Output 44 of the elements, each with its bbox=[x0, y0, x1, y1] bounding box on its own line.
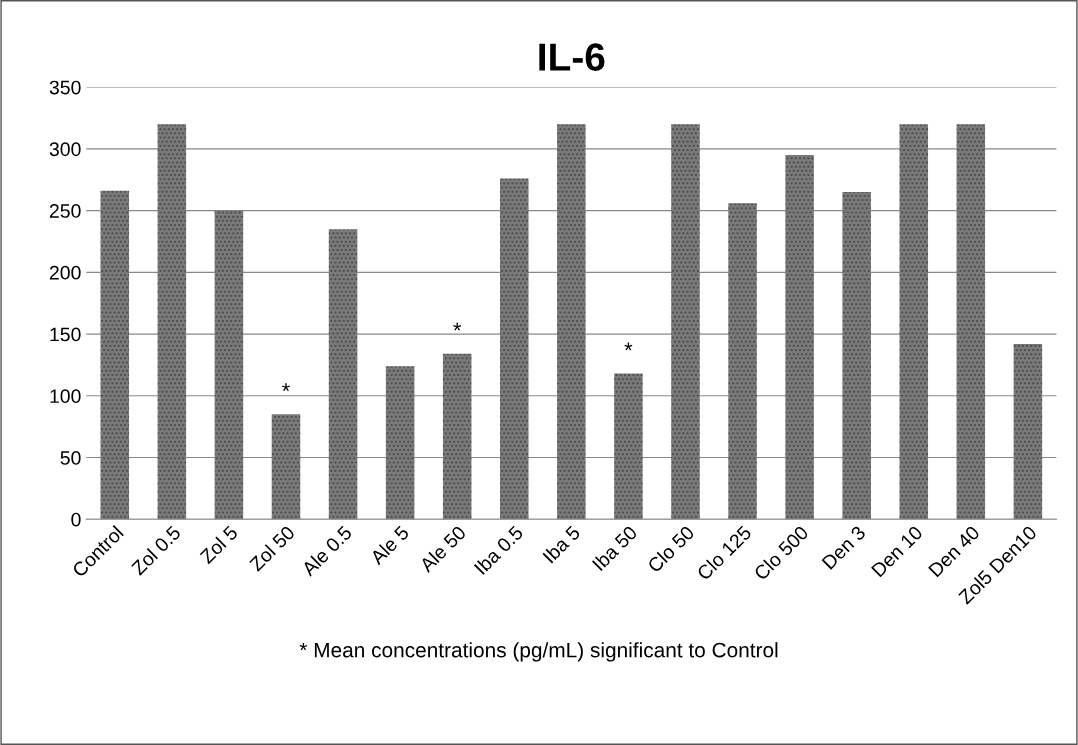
chart-title: IL-6 bbox=[539, 43, 605, 71]
x-tick-label: Iba 50 bbox=[591, 524, 638, 572]
y-tick-label: 100 bbox=[50, 389, 81, 404]
x-tick-label: Clo 125 bbox=[695, 524, 753, 581]
x-tick-label: Iba 0.5 bbox=[473, 524, 524, 575]
bar bbox=[1013, 343, 1043, 520]
annotation: * bbox=[453, 322, 462, 331]
annotation: * bbox=[282, 383, 290, 392]
bar bbox=[157, 124, 187, 520]
x-tick-label: Zol 0.5 bbox=[130, 524, 182, 576]
bar bbox=[614, 373, 643, 520]
bar bbox=[271, 414, 301, 520]
bar bbox=[500, 178, 529, 520]
x-tick-label: Iba 5 bbox=[542, 524, 581, 564]
bar bbox=[442, 353, 472, 520]
x-tick-label: Ale 5 bbox=[368, 524, 410, 566]
bar bbox=[100, 190, 130, 520]
x-tick-label: Den 3 bbox=[821, 525, 867, 570]
bar bbox=[785, 155, 814, 520]
y-tick-label: 250 bbox=[49, 204, 81, 218]
x-tick-label: Den 10 bbox=[870, 525, 924, 578]
x-tick-label: Ale 0.5 bbox=[300, 524, 353, 577]
bar bbox=[557, 124, 586, 520]
bar bbox=[728, 203, 757, 520]
x-tick-label: Ale 50 bbox=[418, 524, 467, 574]
y-tick-label: 300 bbox=[49, 142, 81, 157]
y-tick-label: 350 bbox=[49, 80, 81, 95]
x-tick-label: Zol 50 bbox=[248, 524, 296, 572]
y-tick-label: 150 bbox=[50, 327, 81, 342]
bar bbox=[671, 124, 700, 520]
x-tick-label: Clo 500 bbox=[752, 524, 810, 581]
x-tick-label: Clo 50 bbox=[646, 524, 696, 574]
bar bbox=[385, 366, 415, 520]
bar bbox=[899, 124, 929, 520]
x-tick-label: Zol 5 bbox=[198, 524, 239, 565]
annotation: * bbox=[624, 342, 633, 351]
y-tick-label: 50 bbox=[60, 451, 81, 465]
bar bbox=[328, 229, 358, 520]
bar bbox=[214, 210, 244, 520]
text: * Mean concentrations (pg/mL) significant to Control bbox=[299, 642, 778, 662]
bar bbox=[956, 124, 986, 520]
y-tick-label: 200 bbox=[49, 265, 81, 280]
y-tick-label: 0 bbox=[71, 512, 81, 527]
bar bbox=[842, 192, 871, 520]
